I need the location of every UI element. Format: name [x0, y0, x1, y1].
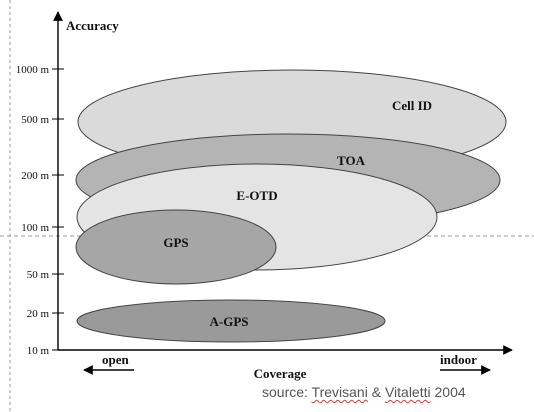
region-a-gps	[76, 299, 386, 343]
label-toa: TOA	[337, 153, 366, 168]
y-tick-label: 20 m	[27, 308, 50, 320]
indoor-label: indoor	[440, 352, 477, 367]
y-tick-label: 200 m	[21, 170, 49, 182]
source-year: 2004	[430, 384, 466, 400]
label-a-gps: A-GPS	[210, 314, 249, 329]
y-tick-label: 1000 m	[16, 64, 50, 76]
y-tick-label: 10 m	[27, 345, 50, 357]
y-ticks: 1000 m 500 m 200 m 100 m 50 m 20 m 10 m	[16, 64, 64, 357]
region-gps	[75, 209, 277, 285]
source-prefix: source:	[262, 384, 312, 400]
open-label: open	[102, 352, 130, 367]
source-author-2: Vitaletti	[384, 384, 431, 400]
label-cell-id: Cell ID	[392, 98, 432, 113]
label-gps: GPS	[163, 235, 188, 250]
x-axis-title: Coverage	[254, 366, 307, 381]
source-citation: source: Trevisani & Vitaletti 2004	[262, 384, 466, 400]
y-axis-title: Accuracy	[66, 18, 119, 33]
y-tick-label: 100 m	[21, 222, 49, 234]
source-author-1: Trevisani	[311, 384, 368, 400]
y-tick-label: 500 m	[21, 114, 49, 126]
y-tick-label: 50 m	[27, 269, 50, 281]
source-ampersand: &	[367, 384, 385, 400]
label-e-otd: E-OTD	[236, 188, 277, 203]
